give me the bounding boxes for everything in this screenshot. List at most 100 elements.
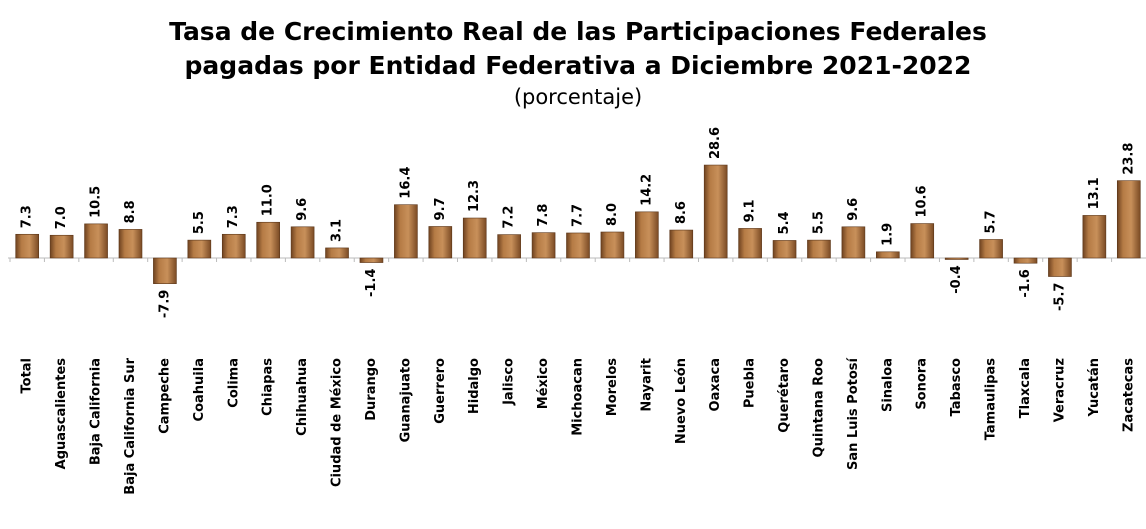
bar <box>118 229 143 259</box>
x-tick-label: Aguascalientes <box>54 358 69 470</box>
value-label: -5.7 <box>1052 283 1067 311</box>
value-label: 8.8 <box>123 200 138 223</box>
value-label: 7.3 <box>226 205 241 228</box>
chart-title: pagadas por Entidad Federativa a Diciemb… <box>185 51 972 80</box>
x-tick-label: Guanajuato <box>398 358 413 442</box>
value-label: 10.6 <box>915 185 930 217</box>
value-label: -1.6 <box>1018 269 1033 297</box>
value-label: 5.5 <box>811 211 826 234</box>
value-label: 7.0 <box>54 206 69 229</box>
value-label: 23.8 <box>1121 143 1136 175</box>
x-tick-label: Baja California Sur <box>123 357 138 494</box>
bar <box>772 240 797 259</box>
x-tick-label: Campeche <box>157 358 172 434</box>
bar <box>462 217 487 259</box>
bar <box>635 211 659 259</box>
x-tick-label: Oaxaca <box>708 358 723 411</box>
value-label: 5.5 <box>192 211 207 234</box>
value-label: 14.2 <box>639 174 654 206</box>
bar <box>359 257 384 263</box>
value-label: 10.5 <box>89 186 104 218</box>
bar <box>15 233 40 259</box>
bar <box>187 239 212 259</box>
value-label: 7.3 <box>20 205 35 228</box>
x-tick-label: Chihuahua <box>295 358 310 436</box>
x-tick-label: Chiapas <box>261 358 276 416</box>
bar <box>531 232 556 259</box>
x-tick-label: Nayarit <box>639 358 654 412</box>
bar <box>876 251 900 259</box>
x-tick-label: Veracruz <box>1052 358 1067 422</box>
value-label: 9.7 <box>433 197 448 220</box>
x-tick-label: Zacatecas <box>1121 358 1136 432</box>
x-tick-label: Nuevo León <box>674 358 689 444</box>
x-tick-label: Tlaxcala <box>1018 358 1033 418</box>
bar <box>600 231 625 259</box>
value-label: 7.2 <box>502 206 517 229</box>
value-label: 8.6 <box>674 201 689 224</box>
value-label: 3.1 <box>330 219 345 242</box>
bar <box>566 232 590 259</box>
bar <box>1013 257 1038 264</box>
bar <box>221 233 246 259</box>
x-tick-label: Tabasco <box>949 358 964 416</box>
x-tick-label: Tamaulipas <box>984 358 999 441</box>
x-tick-label: Total <box>20 358 35 394</box>
x-tick-label: Hidalgo <box>467 358 482 414</box>
chart-subtitle: (porcentaje) <box>514 85 642 109</box>
bar <box>290 226 315 259</box>
bar <box>944 257 969 260</box>
bar <box>703 164 728 259</box>
x-tick-label: México <box>536 358 551 409</box>
bar <box>84 223 108 259</box>
bar <box>256 221 280 259</box>
x-tick-label: Morelos <box>605 358 620 416</box>
value-label: 9.1 <box>743 199 758 222</box>
x-tick-label: Colima <box>226 358 241 408</box>
value-label: 5.4 <box>777 211 792 234</box>
bar <box>841 226 866 259</box>
x-tick-label: Durango <box>364 358 379 421</box>
value-label: -1.4 <box>364 269 379 297</box>
x-tick-label: Guerrero <box>433 358 448 424</box>
value-label: 7.7 <box>571 204 586 227</box>
x-tick-label: San Luis Potosí <box>846 356 861 470</box>
value-label: 9.6 <box>295 198 310 221</box>
x-tick-label: Yucatán <box>1087 358 1102 417</box>
value-label: -7.9 <box>157 290 172 318</box>
bar <box>325 247 349 259</box>
x-tick-label: Querétaro <box>777 358 792 433</box>
bar <box>153 257 177 284</box>
bar <box>979 239 1003 259</box>
value-label: -0.4 <box>949 265 964 293</box>
value-label: 9.6 <box>846 198 861 221</box>
x-tick-label: Quintana Roo <box>811 358 826 457</box>
bar <box>394 204 418 259</box>
value-label: 12.3 <box>467 180 482 212</box>
value-label: 11.0 <box>261 184 276 216</box>
x-tick-label: Baja California <box>89 358 104 465</box>
x-tick-label: Ciudad de México <box>330 358 345 487</box>
bar <box>49 234 74 259</box>
bar <box>807 239 831 259</box>
bar <box>428 226 453 259</box>
bar <box>669 229 694 259</box>
bar <box>1048 257 1072 277</box>
x-tick-label: Sonora <box>915 358 930 410</box>
value-label: 5.7 <box>984 210 999 233</box>
chart-title: Tasa de Crecimiento Real de las Particip… <box>169 17 987 46</box>
x-tick-label: Michoacan <box>571 358 586 436</box>
value-label: 8.0 <box>605 203 620 226</box>
x-tick-label: Coahuila <box>192 358 207 421</box>
bar <box>497 234 521 259</box>
value-label: 16.4 <box>398 167 413 199</box>
value-label: 28.6 <box>708 127 723 159</box>
value-label: 7.8 <box>536 204 551 227</box>
value-label: 1.9 <box>880 223 895 246</box>
value-label: 13.1 <box>1087 177 1102 209</box>
bar <box>1116 180 1141 259</box>
bar <box>738 228 762 259</box>
bar <box>1082 215 1107 259</box>
x-tick-label: Puebla <box>743 358 758 408</box>
